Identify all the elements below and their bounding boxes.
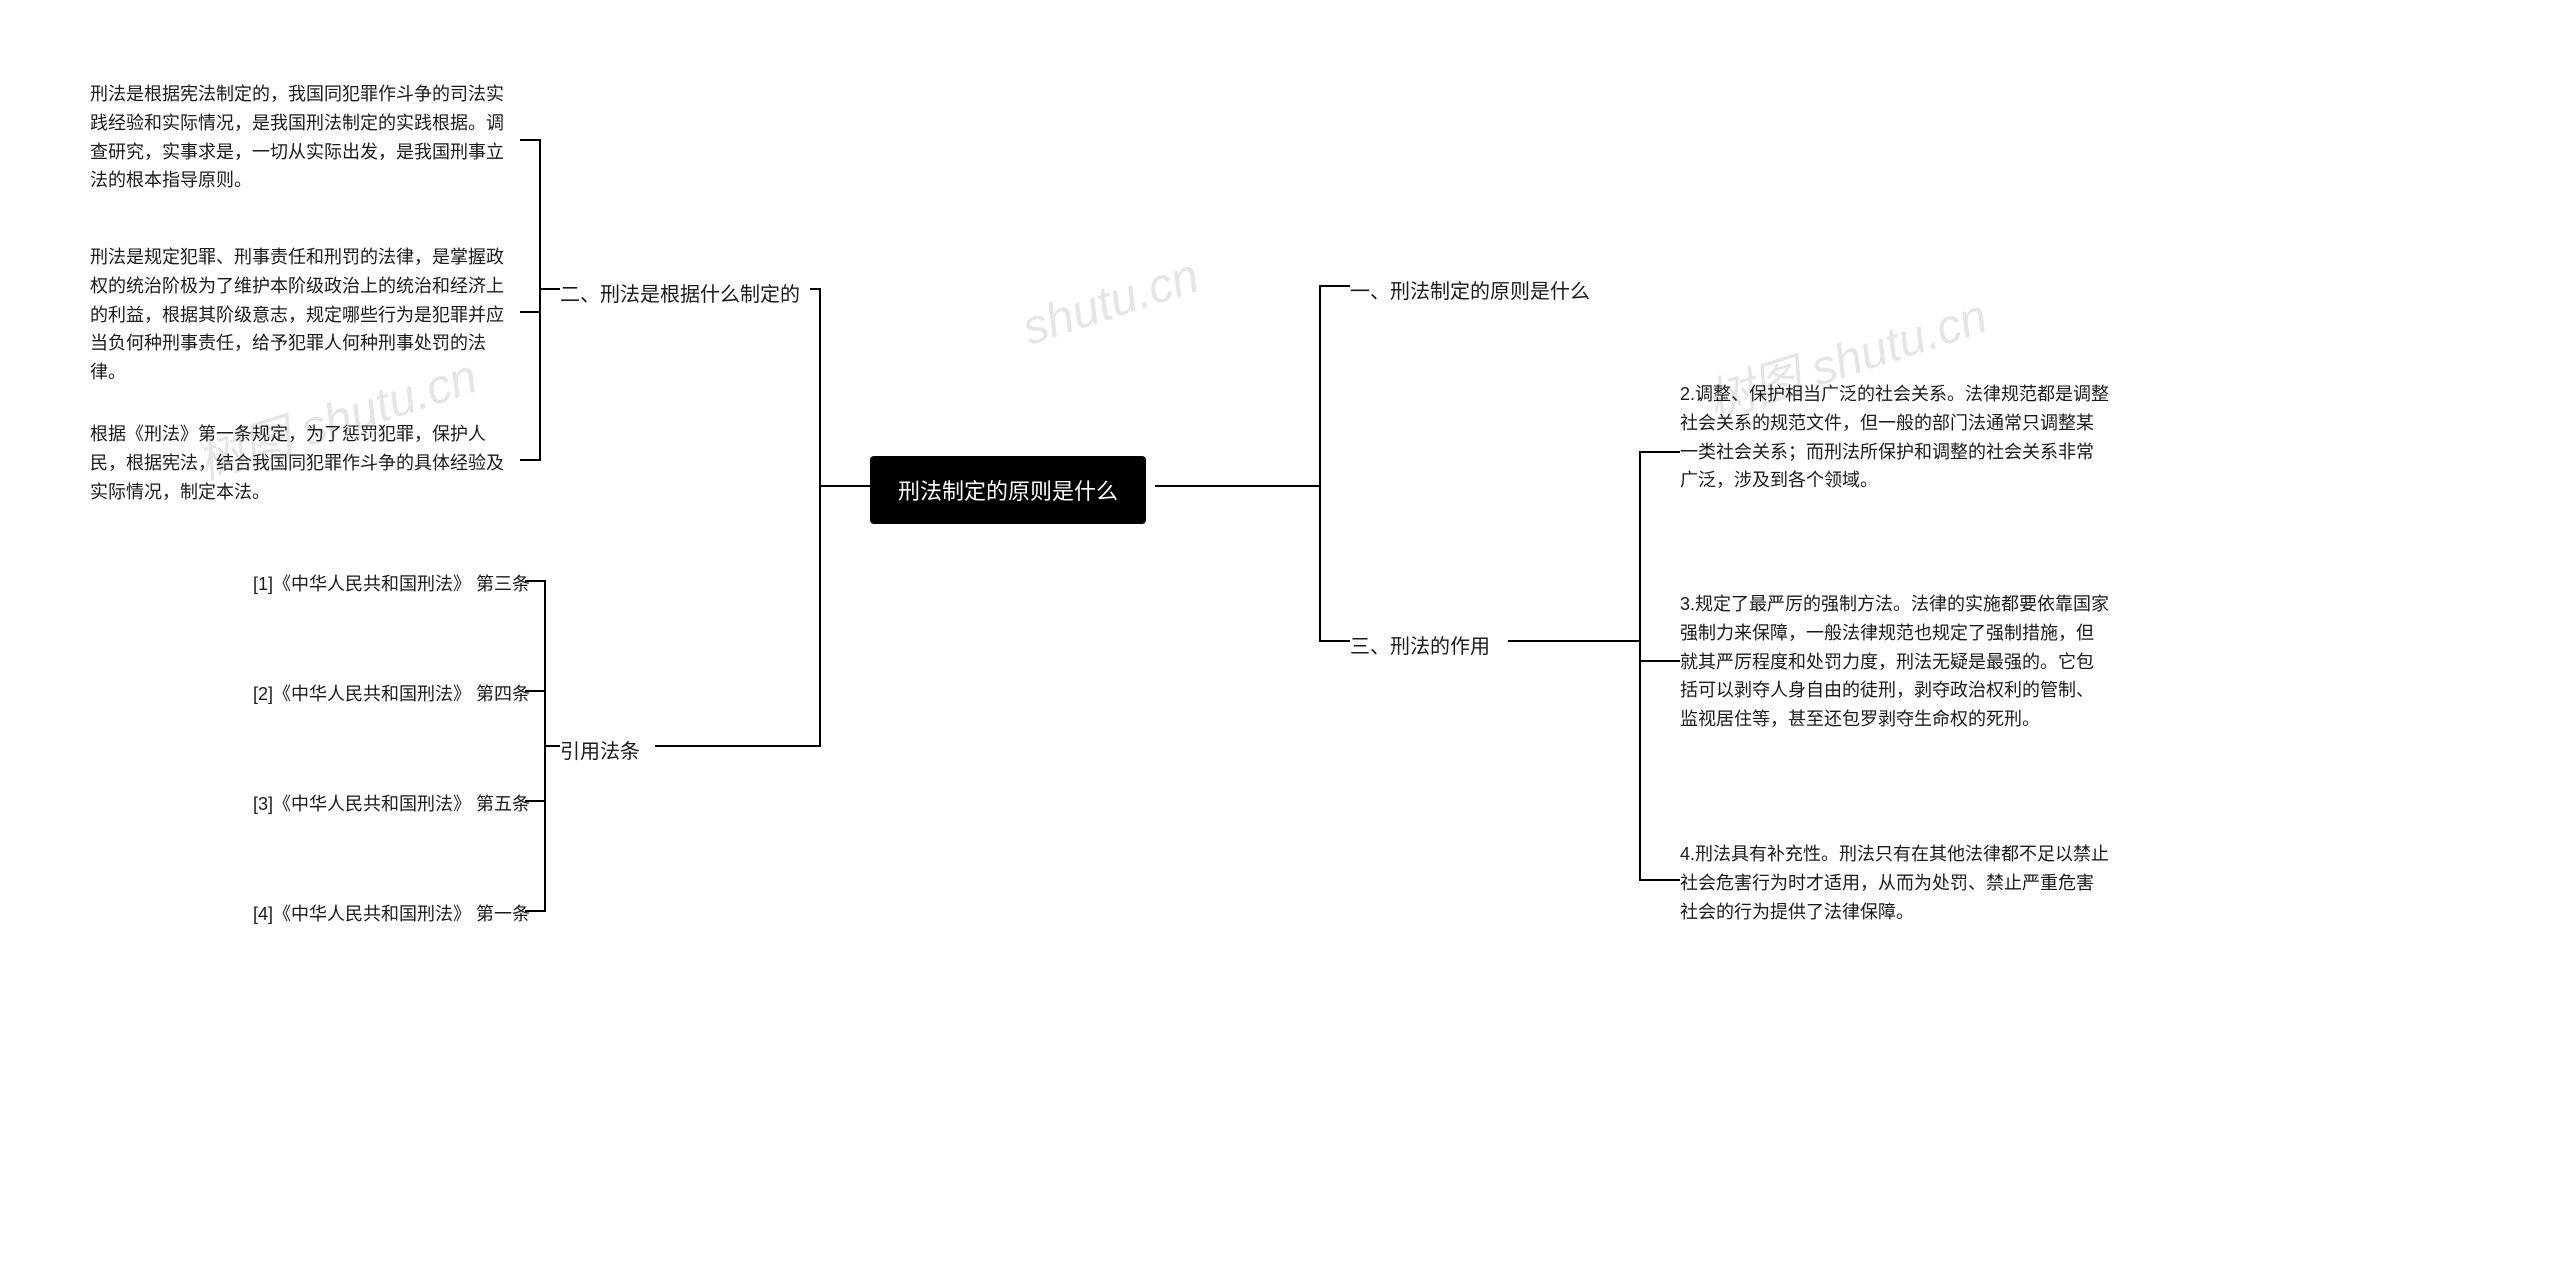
- root-node: 刑法制定的原则是什么: [870, 456, 1146, 524]
- leaf-l1-2: 根据《刑法》第一条规定，为了惩罚犯罪，保护人民，根据宪法，结合我国同犯罪作斗争的…: [90, 420, 510, 506]
- leaf-l2-2: [3]《中华人民共和国刑法》 第五条: [220, 790, 530, 819]
- leaf-r2-1: 3.规定了最严厉的强制方法。法律的实施都要依靠国家强制力来保障，一般法律规范也规…: [1680, 590, 2110, 734]
- branch-l1: 二、刑法是根据什么制定的: [560, 278, 800, 307]
- branch-l2: 引用法条: [560, 735, 640, 764]
- watermark-2: shutu.cn: [1016, 248, 1206, 356]
- leaf-r2-2: 4.刑法具有补充性。刑法只有在其他法律都不足以禁止社会危害行为时才适用，从而为处…: [1680, 840, 2110, 926]
- leaf-l2-1: [2]《中华人民共和国刑法》 第四条: [220, 680, 530, 709]
- leaf-r2-0: 2.调整、保护相当广泛的社会关系。法律规范都是调整社会关系的规范文件，但一般的部…: [1680, 380, 2110, 495]
- leaf-l1-0: 刑法是根据宪法制定的，我国同犯罪作斗争的司法实践经验和实际情况，是我国刑法制定的…: [90, 80, 510, 195]
- branch-r2: 三、刑法的作用: [1350, 630, 1490, 659]
- leaf-l2-0: [1]《中华人民共和国刑法》 第三条: [220, 570, 530, 599]
- leaf-l1-1: 刑法是规定犯罪、刑事责任和刑罚的法律，是掌握政权的统治阶极为了维护本阶级政治上的…: [90, 243, 510, 387]
- leaf-l2-3: [4]《中华人民共和国刑法》 第一条: [220, 900, 530, 929]
- branch-r1: 一、刑法制定的原则是什么: [1350, 275, 1590, 304]
- root-label: 刑法制定的原则是什么: [898, 479, 1118, 504]
